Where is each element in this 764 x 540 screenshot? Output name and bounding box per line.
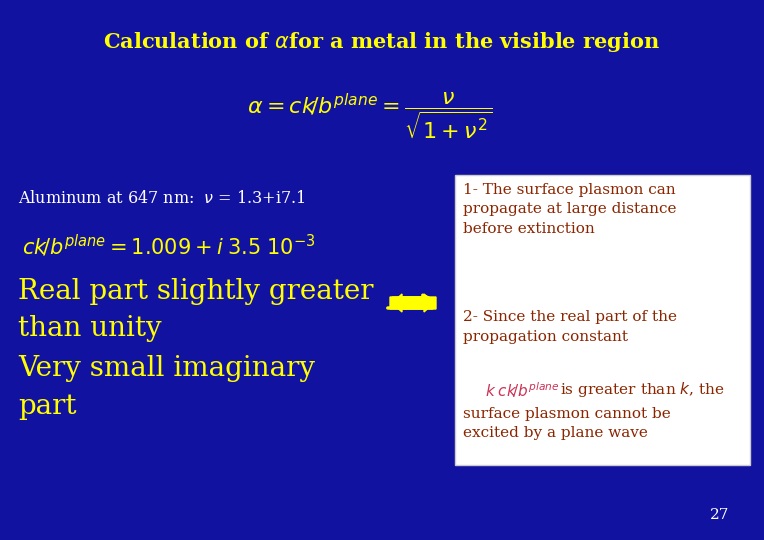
Text: 1- The surface plasmon can
propagate at large distance
before extinction: 1- The surface plasmon can propagate at … <box>463 183 676 236</box>
Text: Aluminum at 647 nm:  $\nu$ = 1.3+i7.1: Aluminum at 647 nm: $\nu$ = 1.3+i7.1 <box>18 190 306 207</box>
Text: Calculation of $\alpha$for a metal in the visible region: Calculation of $\alpha$for a metal in th… <box>103 30 661 54</box>
Text: 2- Since the real part of the
propagation constant: 2- Since the real part of the propagatio… <box>463 310 677 343</box>
FancyArrow shape <box>392 294 436 312</box>
Text: surface plasmon cannot be
excited by a plane wave: surface plasmon cannot be excited by a p… <box>463 407 671 441</box>
Text: Real part slightly greater
than unity: Real part slightly greater than unity <box>18 278 374 342</box>
Text: $\alpha = \mathit{ck\!/b}^{plane} = \dfrac{\nu}{\sqrt{1+\nu^2}}$: $\alpha = \mathit{ck\!/b}^{plane} = \dfr… <box>248 90 493 140</box>
FancyBboxPatch shape <box>455 175 750 465</box>
Text: 27: 27 <box>711 508 730 522</box>
FancyArrow shape <box>390 294 434 312</box>
Text: $\mathit{ck\!/b}^{plane} = 1.009 + i\;3.5\;10^{-3}$: $\mathit{ck\!/b}^{plane} = 1.009 + i\;3.… <box>22 233 316 259</box>
Text: Very small imaginary
part: Very small imaginary part <box>18 355 315 420</box>
Text: $k\;\mathit{ck\!/b}^{plane}$: $k\;\mathit{ck\!/b}^{plane}$ <box>485 380 560 400</box>
Text: is greater than $k$, the: is greater than $k$, the <box>560 380 724 399</box>
